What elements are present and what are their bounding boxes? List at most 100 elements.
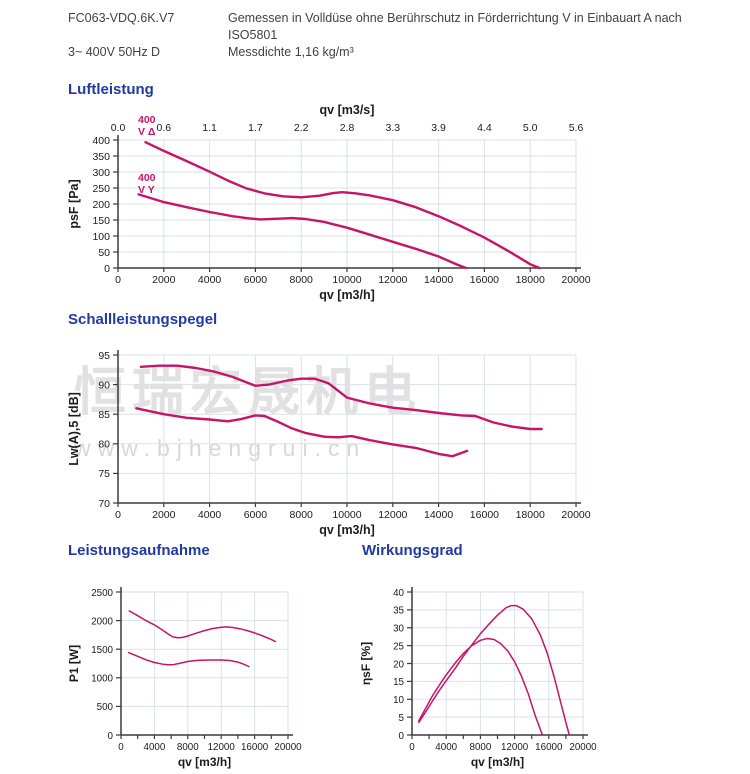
svg-text:100: 100 <box>92 231 110 243</box>
measurement-note-line1: Gemessen in Volldüse ohne Berührschutz i… <box>228 11 682 25</box>
section-title-airflow: Luftleistung <box>68 81 154 98</box>
svg-text:qv [m3/h]: qv [m3/h] <box>319 288 375 302</box>
svg-text:psF [Pa]: psF [Pa] <box>67 179 81 228</box>
svg-text:18000: 18000 <box>516 274 545 286</box>
measurement-note: Gemessen in Volldüse ohne Berührschutz i… <box>228 10 728 44</box>
svg-text:0.6: 0.6 <box>156 122 171 134</box>
svg-text:4.4: 4.4 <box>477 122 492 134</box>
svg-text:8000: 8000 <box>290 274 314 286</box>
svg-text:50: 50 <box>98 247 110 259</box>
section-title-power-input: Leistungsaufnahme <box>68 542 210 559</box>
svg-text:200: 200 <box>92 199 110 211</box>
svg-text:2.2: 2.2 <box>294 122 309 134</box>
sound-power-chart: 0 2000 4000 6000 8000 10000 12000 14000 16000 180… <box>60 338 622 538</box>
section-title-efficiency: Wirkungsgrad <box>362 542 463 559</box>
svg-text:300: 300 <box>92 167 110 179</box>
density-note: Messdichte 1,16 kg/m³ <box>228 45 354 59</box>
svg-text:12000: 12000 <box>501 742 529 753</box>
svg-text:20000: 20000 <box>561 509 590 521</box>
svg-text:80: 80 <box>98 439 110 451</box>
svg-text:0: 0 <box>108 731 114 742</box>
svg-text:95: 95 <box>98 350 110 362</box>
svg-text:2500: 2500 <box>91 588 113 599</box>
svg-text:2000: 2000 <box>91 616 113 627</box>
svg-text:4000: 4000 <box>435 742 457 753</box>
svg-text:0: 0 <box>399 731 405 742</box>
svg-text:8000: 8000 <box>470 742 492 753</box>
power-input-chart: 0 4000 8000 12000 16000 20000 0 500 1000 1500 2000… <box>60 572 342 774</box>
svg-text:3.9: 3.9 <box>431 122 446 134</box>
svg-text:12000: 12000 <box>208 742 236 753</box>
svg-text:40: 40 <box>393 588 404 599</box>
svg-text:0: 0 <box>118 742 124 753</box>
svg-text:400: 400 <box>138 172 156 184</box>
svg-text:75: 75 <box>98 468 110 480</box>
svg-text:0: 0 <box>409 742 415 753</box>
svg-text:2.8: 2.8 <box>340 122 355 134</box>
svg-text:90: 90 <box>98 379 110 391</box>
svg-text:14000: 14000 <box>424 509 453 521</box>
svg-text:14000: 14000 <box>424 274 453 286</box>
svg-text:1.7: 1.7 <box>248 122 263 134</box>
svg-text:2000: 2000 <box>152 274 176 286</box>
svg-text:10000: 10000 <box>332 274 361 286</box>
svg-text:5.0: 5.0 <box>523 122 538 134</box>
svg-text:16000: 16000 <box>535 742 563 753</box>
svg-text:400: 400 <box>92 135 110 147</box>
svg-text:V Y: V Y <box>138 184 155 196</box>
svg-text:25: 25 <box>393 641 404 652</box>
measurement-note-line2: ISO5801 <box>228 28 278 42</box>
svg-text:20: 20 <box>393 659 404 670</box>
svg-text:V Δ: V Δ <box>138 126 156 138</box>
svg-text:85: 85 <box>98 409 110 421</box>
svg-text:5: 5 <box>399 713 405 724</box>
svg-text:qv [m3/h]: qv [m3/h] <box>178 755 231 769</box>
svg-text:18000: 18000 <box>516 509 545 521</box>
svg-text:4000: 4000 <box>144 742 166 753</box>
svg-text:Lw(A),5 [dB]: Lw(A),5 [dB] <box>67 392 81 466</box>
svg-text:16000: 16000 <box>241 742 269 753</box>
svg-text:250: 250 <box>92 183 110 195</box>
svg-text:qv [m3/h]: qv [m3/h] <box>319 523 375 537</box>
section-title-sound-power: Schallleistungspegel <box>68 311 218 328</box>
svg-text:1500: 1500 <box>91 645 113 656</box>
svg-text:35: 35 <box>393 606 404 617</box>
airflow-chart: 0 2000 4000 6000 8000 10000 12000 14000 16000 180… <box>60 100 622 312</box>
svg-text:10: 10 <box>393 695 404 706</box>
svg-text:8000: 8000 <box>177 742 199 753</box>
svg-text:qv [m3/s]: qv [m3/s] <box>320 103 375 117</box>
svg-text:0: 0 <box>115 274 121 286</box>
svg-text:150: 150 <box>92 215 110 227</box>
svg-text:2000: 2000 <box>152 509 176 521</box>
svg-text:8000: 8000 <box>290 509 314 521</box>
svg-text:0: 0 <box>104 263 110 275</box>
svg-text:1.1: 1.1 <box>202 122 217 134</box>
svg-text:5.6: 5.6 <box>569 122 584 134</box>
svg-text:qv [m3/h]: qv [m3/h] <box>471 755 524 769</box>
svg-text:16000: 16000 <box>470 509 499 521</box>
svg-text:500: 500 <box>97 702 114 713</box>
svg-text:70: 70 <box>98 498 110 510</box>
svg-text:10000: 10000 <box>332 509 361 521</box>
svg-text:350: 350 <box>92 151 110 163</box>
svg-text:3.3: 3.3 <box>385 122 400 134</box>
svg-text:20000: 20000 <box>569 742 597 753</box>
svg-text:20000: 20000 <box>274 742 302 753</box>
svg-text:4000: 4000 <box>198 509 222 521</box>
svg-text:1000: 1000 <box>91 674 113 685</box>
svg-text:0.0: 0.0 <box>111 122 126 134</box>
svg-text:20000: 20000 <box>561 274 590 286</box>
svg-text:16000: 16000 <box>470 274 499 286</box>
svg-text:400: 400 <box>138 114 156 126</box>
svg-text:12000: 12000 <box>378 509 407 521</box>
voltage-spec: 3~ 400V 50Hz D <box>68 45 161 59</box>
svg-text:0: 0 <box>115 509 121 521</box>
svg-text:12000: 12000 <box>378 274 407 286</box>
efficiency-chart: 0 4000 8000 12000 16000 20000 0 5 10 15 20 25 30 35 40… <box>352 572 634 774</box>
svg-text:P1 [W]: P1 [W] <box>67 645 81 682</box>
svg-text:6000: 6000 <box>244 509 268 521</box>
svg-text:4000: 4000 <box>198 274 222 286</box>
model-number: FC063-VDQ.6K.V7 <box>68 11 175 25</box>
svg-text:30: 30 <box>393 624 404 635</box>
